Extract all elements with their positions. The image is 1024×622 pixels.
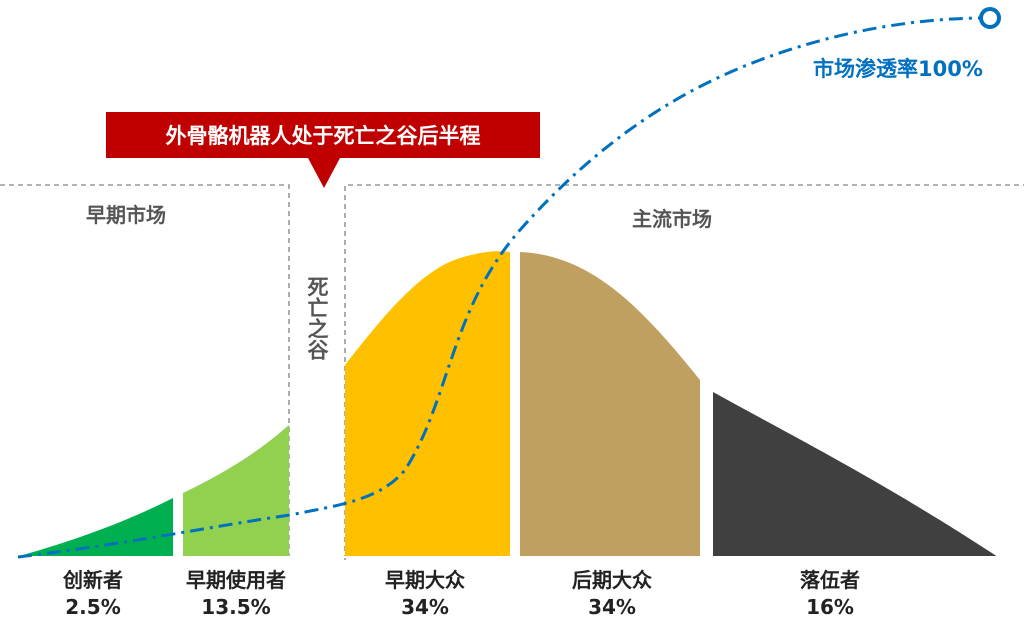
segment-value-3: 34% xyxy=(401,595,449,619)
segment-area-5 xyxy=(713,392,998,557)
segment-name-1: 创新者 xyxy=(62,568,123,592)
banner-arrow xyxy=(308,158,340,188)
segment-value-4: 34% xyxy=(588,595,636,619)
segment-name-2: 早期使用者 xyxy=(186,568,286,592)
segment-name-5: 落伍者 xyxy=(800,568,860,592)
banner-box xyxy=(106,112,540,158)
banner-text: 外骨骼机器人处于死亡之谷后半程 xyxy=(166,124,481,148)
segment-value-5: 16% xyxy=(806,595,854,619)
penetration-curve xyxy=(17,16,986,559)
chasm-label: 死亡之谷 xyxy=(305,276,329,361)
penetration-end-marker xyxy=(979,7,1001,29)
early-market-boundary xyxy=(0,184,290,560)
penetration-label: 市场渗透率100% xyxy=(813,57,983,81)
early-market-label: 早期市场 xyxy=(86,203,166,227)
segment-value-1: 2.5% xyxy=(65,595,120,619)
segment-area-3 xyxy=(345,251,510,557)
segment-value-2: 13.5% xyxy=(201,595,270,619)
segment-area-4 xyxy=(520,252,700,557)
segment-name-4: 后期大众 xyxy=(572,568,652,592)
segment-area-1 xyxy=(15,498,173,557)
adoption-segments xyxy=(15,251,998,557)
segment-name-3: 早期大众 xyxy=(385,568,465,592)
mainstream-market-label: 主流市场 xyxy=(632,207,712,231)
segment-area-2 xyxy=(183,425,289,557)
segment-labels: 创新者 2.5% 早期使用者 13.5% 早期大众 34% 后期大众 34% 落伍者 16% xyxy=(62,568,860,619)
